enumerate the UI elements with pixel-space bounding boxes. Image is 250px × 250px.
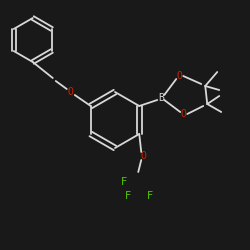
Text: O: O xyxy=(68,87,74,97)
Text: O: O xyxy=(176,71,182,81)
Text: O: O xyxy=(140,151,146,161)
Text: O: O xyxy=(180,109,186,119)
Text: F: F xyxy=(147,191,153,201)
Text: F: F xyxy=(121,177,127,187)
Text: B: B xyxy=(158,93,164,103)
Text: F: F xyxy=(125,191,131,201)
